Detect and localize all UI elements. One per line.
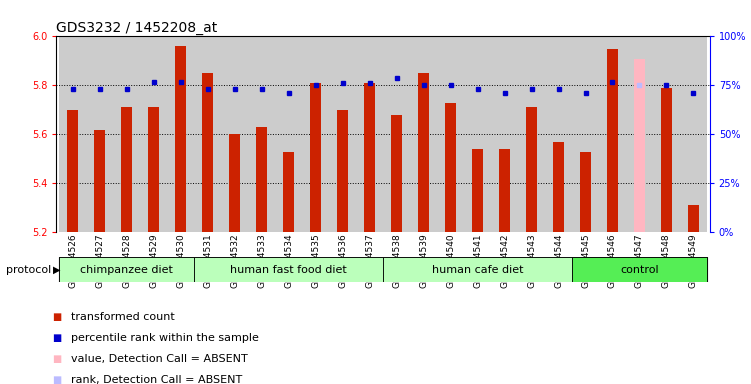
- Bar: [634, 58, 645, 232]
- Text: control: control: [620, 265, 659, 275]
- Text: human cafe diet: human cafe diet: [432, 265, 523, 275]
- Bar: [418, 73, 429, 232]
- Bar: [661, 88, 672, 232]
- Text: ▶: ▶: [53, 265, 60, 275]
- Bar: [518, 36, 545, 232]
- Text: ■: ■: [53, 375, 62, 384]
- Bar: [364, 83, 375, 232]
- Bar: [59, 36, 86, 232]
- Text: value, Detection Call = ABSENT: value, Detection Call = ABSENT: [71, 354, 248, 364]
- Text: transformed count: transformed count: [71, 312, 175, 322]
- Bar: [572, 257, 707, 282]
- Bar: [167, 36, 194, 232]
- Bar: [472, 149, 483, 232]
- Bar: [175, 46, 186, 232]
- Bar: [194, 257, 383, 282]
- Bar: [491, 36, 518, 232]
- Bar: [607, 49, 618, 232]
- Bar: [383, 257, 572, 282]
- Bar: [113, 36, 140, 232]
- Bar: [410, 36, 437, 232]
- Text: chimpanzee diet: chimpanzee diet: [80, 265, 173, 275]
- Bar: [391, 115, 402, 232]
- Text: human fast food diet: human fast food diet: [230, 265, 347, 275]
- Bar: [356, 36, 383, 232]
- Bar: [275, 36, 302, 232]
- Bar: [545, 36, 572, 232]
- Bar: [626, 36, 653, 232]
- Bar: [148, 108, 159, 232]
- Bar: [140, 36, 167, 232]
- Bar: [526, 108, 537, 232]
- Bar: [437, 36, 464, 232]
- Bar: [302, 36, 329, 232]
- Bar: [464, 36, 491, 232]
- Bar: [580, 152, 591, 232]
- Text: ■: ■: [53, 354, 62, 364]
- Bar: [572, 36, 599, 232]
- Text: percentile rank within the sample: percentile rank within the sample: [71, 333, 259, 343]
- Bar: [194, 36, 221, 232]
- Bar: [256, 127, 267, 232]
- Bar: [445, 103, 456, 232]
- Text: ■: ■: [53, 312, 62, 322]
- Bar: [221, 36, 248, 232]
- Bar: [94, 129, 105, 232]
- Bar: [337, 110, 348, 232]
- Bar: [310, 83, 321, 232]
- Bar: [121, 108, 132, 232]
- Bar: [599, 36, 626, 232]
- Bar: [329, 36, 356, 232]
- Text: GDS3232 / 1452208_at: GDS3232 / 1452208_at: [56, 22, 218, 35]
- Text: protocol: protocol: [6, 265, 51, 275]
- Bar: [86, 36, 113, 232]
- Bar: [248, 36, 275, 232]
- Bar: [283, 152, 294, 232]
- Bar: [202, 73, 213, 232]
- Bar: [229, 134, 240, 232]
- Bar: [59, 257, 194, 282]
- Bar: [680, 36, 707, 232]
- Bar: [499, 149, 510, 232]
- Bar: [67, 110, 78, 232]
- Bar: [688, 205, 699, 232]
- Bar: [383, 36, 410, 232]
- Text: rank, Detection Call = ABSENT: rank, Detection Call = ABSENT: [71, 375, 243, 384]
- Bar: [553, 142, 564, 232]
- Bar: [653, 36, 680, 232]
- Text: ■: ■: [53, 333, 62, 343]
